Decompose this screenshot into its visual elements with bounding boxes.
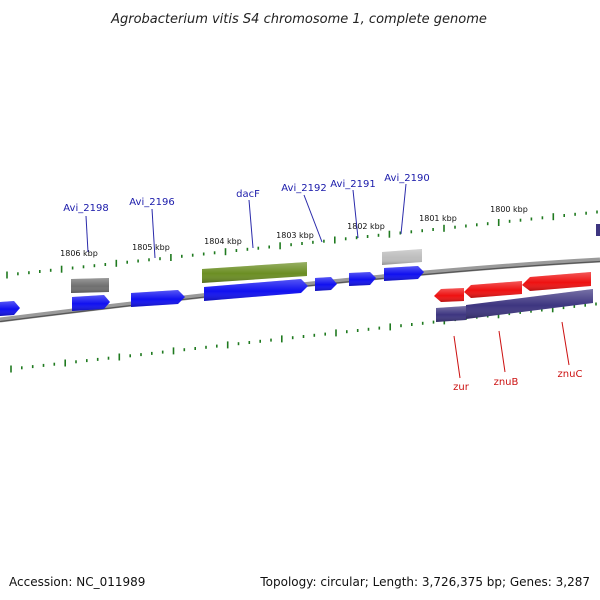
tick-label-1802: 1802 kbp bbox=[347, 222, 385, 231]
gene-avi-2190b-feature-shade bbox=[384, 266, 424, 281]
gene-label-avi-2196[interactable]: Avi_2196 bbox=[129, 197, 174, 208]
leader-line bbox=[498, 330, 506, 373]
tick-label-1806: 1806 kbp bbox=[60, 249, 98, 258]
tick-label-1805: 1805 kbp bbox=[132, 243, 170, 252]
gene-avi-2192-feature-shade bbox=[315, 277, 337, 291]
gene-labels-bottom: zur znuB znuC bbox=[453, 321, 583, 393]
gene-label-avi-2190[interactable]: Avi_2190 bbox=[384, 173, 429, 184]
gene-avi-2190-feature-shade bbox=[382, 249, 422, 265]
gene-zur-feature-shade bbox=[434, 288, 464, 302]
inner-ring-genes bbox=[436, 289, 593, 322]
topology-stats-text: Topology: circular; Length: 3,726,375 bp… bbox=[259, 575, 590, 589]
leader-line bbox=[151, 208, 156, 259]
tick-track-outer bbox=[6, 210, 598, 279]
outer-ring-genes bbox=[71, 224, 600, 293]
forward-strand-genes bbox=[0, 266, 424, 316]
leader-line bbox=[303, 194, 323, 243]
gene-avi-2194-feature-shade bbox=[204, 279, 308, 301]
gene-left-edge-feature-shade bbox=[0, 301, 20, 316]
gene-avi-2198-feature-shade bbox=[71, 278, 109, 293]
gene-znub-feature-shade bbox=[464, 281, 522, 298]
gene-label-avi-2192[interactable]: Avi_2192 bbox=[281, 183, 326, 194]
gene-znuc-feature-shade bbox=[522, 272, 591, 291]
gene-label-zur[interactable]: zur bbox=[453, 382, 470, 393]
gene-dacf-feature-shade bbox=[202, 262, 307, 283]
leader-line bbox=[400, 183, 407, 235]
gene-label-znub[interactable]: znuB bbox=[494, 377, 519, 388]
gene-labels-top: Avi_2198 Avi_2196 dacF Avi_2192 Avi_2191… bbox=[63, 173, 430, 259]
gene-avi-2196-feature-shade bbox=[131, 290, 185, 307]
gene-zur-cds-feature-shade bbox=[436, 306, 466, 322]
leader-line bbox=[561, 321, 570, 366]
gene-label-avi-2198[interactable]: Avi_2198 bbox=[63, 203, 108, 214]
leader-line bbox=[352, 189, 359, 239]
gene-outer-edge-feature[interactable] bbox=[596, 224, 600, 236]
leader-line bbox=[248, 199, 254, 249]
gene-znu-cds-feature-shade bbox=[466, 289, 593, 319]
leader-line bbox=[85, 215, 89, 253]
gene-label-znuc[interactable]: znuC bbox=[558, 369, 583, 380]
gene-avi-2191-feature-shade bbox=[349, 272, 376, 286]
genome-title: Agrobacterium vitis S4 chromosome 1, com… bbox=[110, 12, 487, 27]
reverse-strand-genes bbox=[434, 272, 591, 302]
tick-label-1801: 1801 kbp bbox=[419, 214, 457, 223]
tick-label-1800: 1800 kbp bbox=[490, 205, 528, 214]
leader-line bbox=[453, 335, 461, 379]
tick-label-1803: 1803 kbp bbox=[276, 231, 314, 240]
tick-label-1804: 1804 kbp bbox=[204, 237, 242, 246]
gene-label-avi-2191[interactable]: Avi_2191 bbox=[330, 179, 375, 190]
gene-avi-2197-feature-shade bbox=[72, 295, 110, 311]
gene-label-dacf[interactable]: dacF bbox=[236, 189, 260, 200]
accession-text: Accession: NC_011989 bbox=[9, 575, 145, 589]
